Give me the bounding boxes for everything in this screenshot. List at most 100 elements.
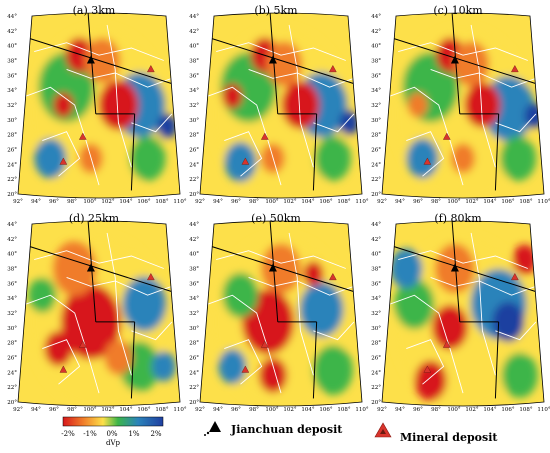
latitude-label: 34° — [7, 296, 17, 302]
panel-title: (a) 3km — [73, 4, 116, 17]
mineral-deposit-label: Mineral deposit — [400, 431, 498, 444]
colorbar-tick-label: -1% — [83, 430, 97, 438]
longitude-label: 98° — [249, 199, 259, 205]
longitude-label: 94° — [31, 407, 41, 413]
velocity-anomaly — [406, 138, 439, 179]
latitude-label: 30° — [7, 118, 17, 124]
longitude-label: 106° — [319, 199, 332, 205]
fault-lines — [207, 232, 355, 394]
latitude-label: 36° — [7, 73, 17, 79]
latitude-label: 40° — [371, 44, 381, 50]
latitude-label: 32° — [189, 311, 199, 317]
latitude-label: 20° — [7, 192, 17, 198]
longitude-label: 102° — [465, 407, 478, 413]
longitude-label: 96° — [231, 407, 241, 413]
longitude-label: 104° — [119, 407, 132, 413]
mineral-deposit-icon — [260, 340, 269, 348]
velocity-anomaly — [339, 110, 360, 136]
longitude-label: 92° — [377, 199, 387, 205]
longitude-label: 94° — [31, 199, 41, 205]
longitude-label: 110° — [355, 407, 368, 413]
latitude-label: 30° — [189, 118, 199, 124]
fault-lines — [389, 24, 537, 186]
latitude-label: 44° — [7, 222, 17, 228]
latitude-label: 34° — [371, 296, 381, 302]
jianchuan-deposit-icon — [450, 55, 459, 64]
longitude-label: 98° — [431, 407, 441, 413]
velocity-anomaly — [218, 348, 247, 384]
longitude-label: 108° — [337, 407, 350, 413]
map-frame — [381, 220, 545, 407]
longitude-label: 94° — [395, 407, 405, 413]
tomography-map — [200, 221, 362, 406]
latitude-label: 34° — [7, 88, 17, 94]
mineral-deposit-icon — [374, 422, 392, 438]
longitude-label: 106° — [137, 407, 150, 413]
colorbar-tick-label: 2% — [150, 430, 161, 438]
colorbar-tick-label: -2% — [61, 430, 75, 438]
longitude-label: 92° — [13, 199, 23, 205]
latitude-label: 44° — [189, 14, 199, 20]
velocity-anomaly — [407, 92, 428, 118]
velocity-anomaly — [60, 284, 121, 360]
mineral-deposit-icon — [423, 365, 432, 373]
tomography-map — [18, 13, 180, 198]
latitude-label: 40° — [189, 252, 199, 258]
latitude-label: 20° — [371, 192, 381, 198]
mineral-deposit-icon — [147, 64, 155, 73]
latitude-label: 36° — [371, 73, 381, 79]
longitude-label: 104° — [301, 199, 314, 205]
velocity-anomaly — [501, 352, 538, 398]
latitude-label: 40° — [7, 44, 17, 50]
mineral-deposit-icon — [442, 132, 451, 140]
tomography-map — [382, 221, 544, 406]
latitude-label: 22° — [371, 385, 381, 391]
panel-b: (b) 5km 44° 42° 40° 38° 36° 34° 32° 30° 28° 26° 24°… — [189, 4, 369, 205]
longitude-label: 100° — [447, 407, 460, 413]
longitude-label: 110° — [537, 407, 550, 413]
longitude-label: 106° — [319, 407, 332, 413]
latitude-label: 30° — [7, 326, 17, 332]
jianchuan-deposit-label: Jianchuan deposit — [230, 423, 343, 436]
latitude-label: 26° — [189, 356, 199, 362]
latitude-label: 22° — [189, 177, 199, 183]
latitude-label: 34° — [189, 296, 199, 302]
panel-title: (d) 25km — [69, 212, 120, 225]
velocity-anomaly — [104, 340, 133, 375]
latitude-label: 22° — [7, 177, 17, 183]
latitude-label: 42° — [7, 29, 17, 35]
mineral-deposit-icon — [59, 157, 68, 165]
longitude-label: 98° — [431, 199, 441, 205]
velocity-anomaly — [303, 261, 324, 287]
colorbar — [62, 416, 164, 427]
latitude-label: 24° — [7, 162, 17, 168]
velocity-anomaly — [52, 241, 97, 296]
longitude-label: 106° — [137, 199, 150, 205]
panel-e: (e) 50km 44° 42° 40° 38° 36° 34° 32° 30° 28° 26° 24… — [189, 212, 369, 413]
latitude-label: 36° — [189, 281, 199, 287]
velocity-anomaly — [122, 276, 167, 332]
latitude-label: 26° — [371, 148, 381, 154]
velocity-anomaly — [451, 143, 475, 174]
panel-a: (a) 3km 44° 42° 40° 38° 36° 34° 32° 30° 28° 26° 24°… — [7, 4, 187, 205]
velocity-anomaly — [500, 135, 537, 181]
latitude-label: 24° — [189, 370, 199, 376]
longitude-label: 108° — [337, 199, 350, 205]
longitude-label: 92° — [377, 407, 387, 413]
velocity-anomaly — [53, 92, 74, 118]
longitude-label: 102° — [283, 199, 296, 205]
latitude-label: 38° — [7, 267, 17, 273]
latitude-label: 20° — [7, 400, 17, 406]
velocity-anomaly — [492, 301, 525, 342]
longitude-label: 94° — [213, 407, 223, 413]
latitude-label: 36° — [371, 281, 381, 287]
latitude-label: 42° — [189, 29, 199, 35]
velocity-anomaly — [299, 281, 344, 337]
latitude-label: 28° — [189, 133, 199, 139]
latitude-label: 38° — [371, 267, 381, 273]
mineral-deposit-icon — [511, 272, 519, 281]
velocity-anomaly — [222, 272, 259, 318]
panel-title: (f) 80km — [434, 212, 482, 225]
colorbar-tick-label: 0% — [106, 430, 117, 438]
